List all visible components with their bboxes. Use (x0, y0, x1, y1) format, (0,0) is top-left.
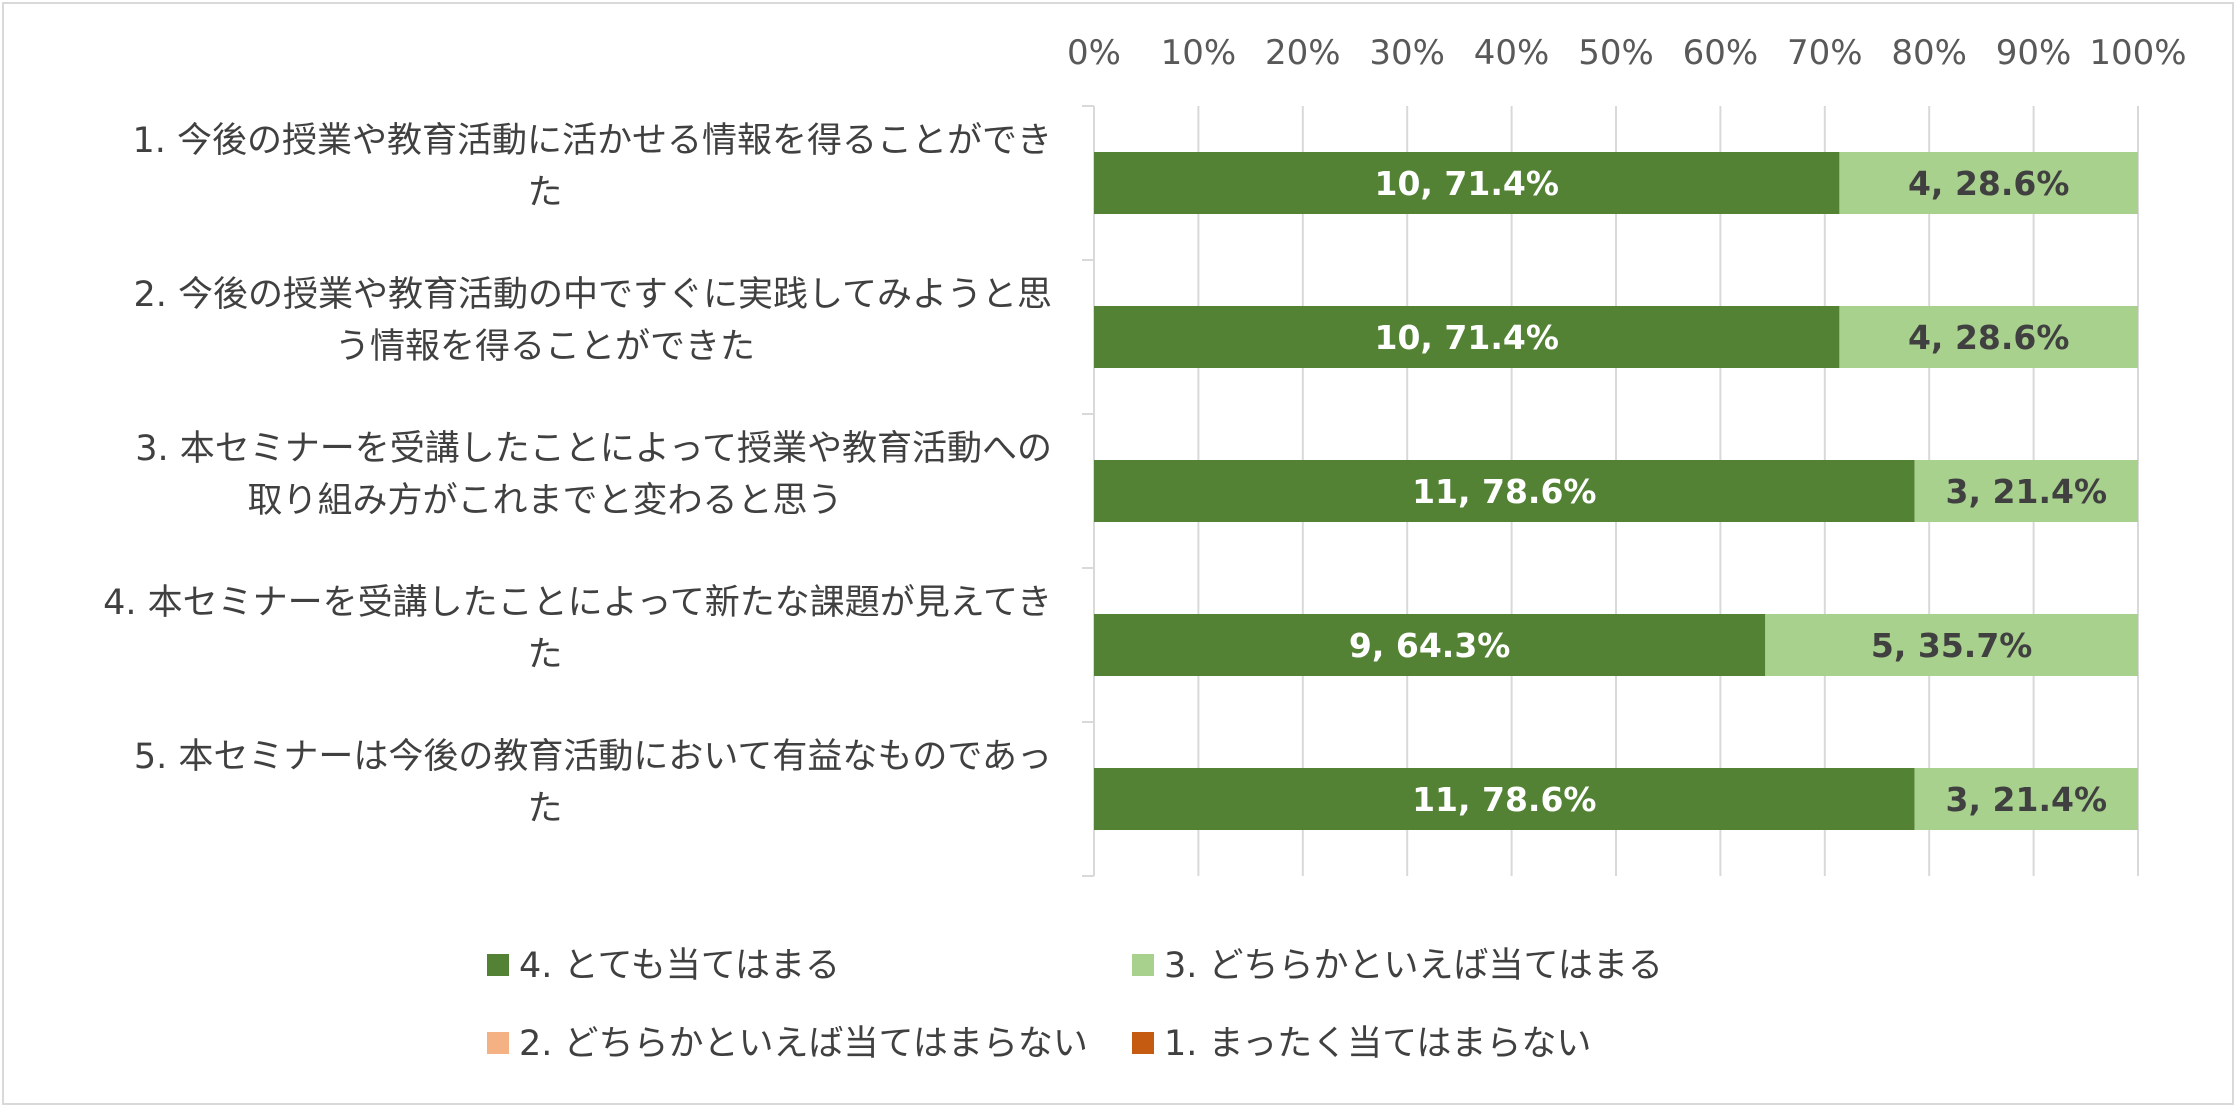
bar-segment (1839, 152, 2138, 214)
bar-segment (1094, 152, 1840, 214)
x-tick-label: 0% (1067, 33, 1121, 73)
data-label: 11, 78.6% (1412, 780, 1596, 819)
bar-segment (1094, 460, 1915, 522)
data-label: 4, 28.6% (1908, 318, 2069, 357)
bar-segment (1839, 306, 2138, 368)
x-tick-label: 20% (1265, 33, 1341, 73)
legend-label: 2. どちらかといえば当てはまらない (519, 1024, 1088, 1064)
legend-swatch (1132, 1032, 1154, 1054)
bar-segment (1094, 306, 1840, 368)
category-label: た (527, 789, 562, 829)
category-label: た (527, 635, 562, 675)
category-label: 3. 本セミナーを受講したことによって授業や教育活動への (135, 429, 1052, 469)
x-tick-label: 70% (1787, 33, 1863, 73)
data-label: 10, 71.4% (1374, 164, 1558, 203)
bar-segment (1914, 460, 2138, 522)
data-label: 5, 35.7% (1871, 626, 2032, 665)
x-tick-label: 40% (1474, 33, 1550, 73)
category-label: た (527, 173, 562, 213)
x-tick-label: 50% (1578, 33, 1654, 73)
category-label: 1. 今後の授業や教育活動に活かせる情報を得ることができ (132, 121, 1052, 161)
bar-segment (1765, 614, 2138, 676)
category-label: 4. 本セミナーを受講したことによって新たな課題が見えてき (103, 583, 1052, 623)
legend-swatch (1132, 954, 1154, 976)
legend-label: 3. どちらかといえば当てはまる (1164, 946, 1663, 986)
x-tick-label: 90% (1996, 33, 2072, 73)
category-label: う情報を得ることができた (335, 327, 755, 367)
bar-segment (1094, 768, 1915, 830)
x-tick-label: 10% (1161, 33, 1237, 73)
bar-segment (1094, 614, 1766, 676)
category-label: 取り組み方がこれまでと変わると思う (247, 481, 842, 521)
legend-label: 1. まったく当てはまらない (1164, 1024, 1591, 1064)
data-label: 3, 21.4% (1946, 472, 2107, 511)
category-label: 2. 今後の授業や教育活動の中ですぐに実践してみようと思 (134, 275, 1052, 315)
data-label: 3, 21.4% (1946, 780, 2107, 819)
x-tick-label: 80% (1891, 33, 1967, 73)
data-label: 4, 28.6% (1908, 164, 2069, 203)
legend-swatch (487, 954, 509, 976)
bar-segment (1914, 768, 2138, 830)
data-label: 9, 64.3% (1349, 626, 1510, 665)
legend-swatch (487, 1032, 509, 1054)
category-label: 5. 本セミナーは今後の教育活動において有益なものであっ (134, 737, 1052, 777)
data-label: 11, 78.6% (1412, 472, 1596, 511)
x-tick-label: 60% (1683, 33, 1759, 73)
x-tick-label: 100% (2089, 33, 2186, 73)
data-label: 10, 71.4% (1374, 318, 1558, 357)
legend-label: 4. とても当てはまる (519, 946, 840, 986)
x-tick-label: 30% (1369, 33, 1445, 73)
